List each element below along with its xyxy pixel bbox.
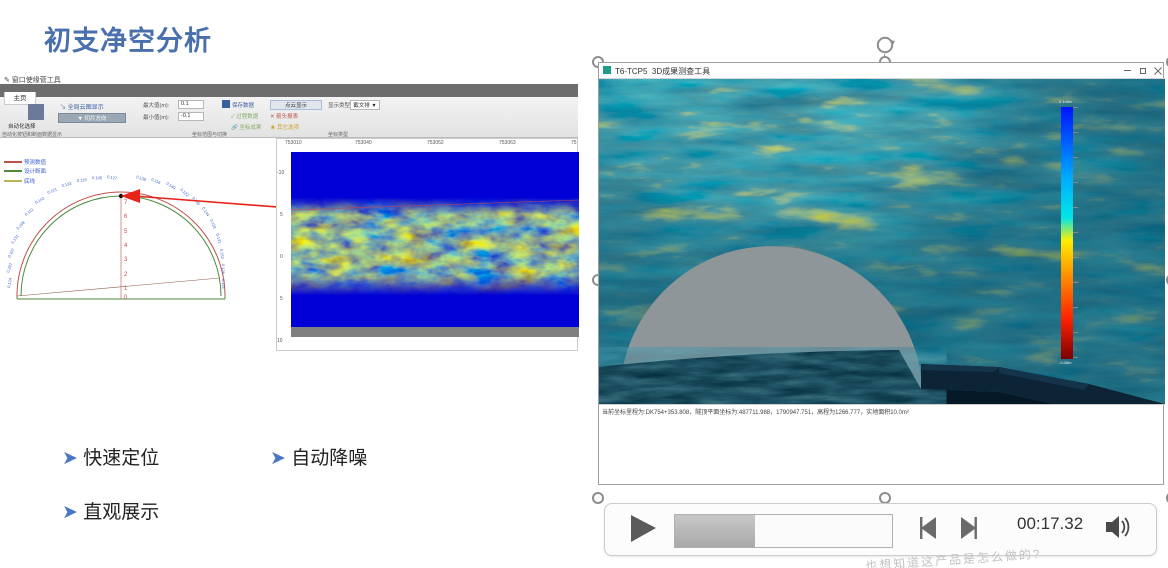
svg-text:5: 5	[124, 229, 128, 235]
svg-text:6: 6	[124, 214, 128, 220]
svg-text:4: 4	[124, 243, 128, 249]
svg-text:3: 3	[124, 257, 128, 263]
svg-text:7: 7	[124, 200, 128, 206]
svg-text:2: 2	[124, 272, 128, 278]
svg-text:1: 1	[124, 286, 128, 292]
